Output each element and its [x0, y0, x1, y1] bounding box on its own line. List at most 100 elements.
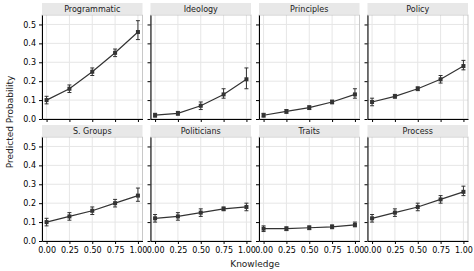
error-bar: [330, 100, 334, 104]
tick-mark: [332, 119, 333, 122]
error-bar: [416, 87, 420, 91]
plot-frame: [151, 137, 252, 241]
grid-line: [115, 15, 116, 119]
tick-label: 0.00: [147, 246, 165, 255]
grid: [151, 15, 252, 119]
error-bar-cap: [244, 88, 248, 89]
grid-line: [69, 137, 70, 241]
grid: [368, 15, 469, 119]
error-bar-cap: [244, 210, 248, 211]
tick: [256, 184, 259, 185]
tick-mark: [148, 119, 151, 120]
marker: [90, 209, 94, 213]
tick: [155, 119, 156, 122]
marks: [262, 89, 357, 117]
tick-label: 0.75: [215, 246, 233, 255]
plot-frame: [368, 15, 469, 119]
header-band: [259, 3, 360, 14]
tick: [69, 119, 70, 122]
plot-area: 0.000.250.500.751.000.00.10.20.30.40.5: [23, 137, 147, 255]
error-bar: [136, 188, 140, 201]
x-axis: 0.000.250.500.751.00: [364, 241, 473, 255]
marks: [45, 21, 140, 104]
tick: [148, 184, 151, 185]
tick-label: 0.50: [409, 246, 427, 255]
panel: Programmatic0.00.10.20.30.40.5: [23, 3, 143, 124]
panel-title: Ideology: [184, 5, 218, 14]
tick: 0.5: [23, 143, 42, 152]
plot-frame: [368, 137, 469, 241]
grid-line: [394, 15, 395, 119]
grid-line: [137, 137, 138, 241]
tick-mark: [148, 165, 151, 166]
tick: [365, 81, 368, 82]
marker: [330, 100, 334, 104]
tick: 0.00: [364, 241, 382, 255]
panel: Policy: [365, 3, 469, 122]
grid-line: [155, 15, 156, 119]
panel: Ideology: [148, 3, 252, 122]
error-bar-cap: [67, 220, 71, 221]
tick-label: 0.25: [61, 246, 79, 255]
plot-area: [256, 15, 360, 122]
tick-label: 0.25: [278, 246, 296, 255]
tick-mark: [256, 184, 259, 185]
error-bar-cap: [393, 216, 397, 217]
grid-line: [286, 15, 287, 119]
tick: [256, 241, 259, 242]
error-bar: [222, 89, 226, 98]
error-bar-cap: [67, 92, 71, 93]
x-axis: 0.000.250.500.751.00: [38, 241, 147, 255]
tick-mark: [264, 119, 265, 122]
marker: [67, 214, 71, 218]
error-bar-cap: [461, 186, 465, 187]
tick-mark: [309, 241, 310, 244]
tick-mark: [69, 241, 70, 244]
error-bar-cap: [416, 203, 420, 204]
tick: 0.3: [23, 180, 42, 189]
marker: [370, 100, 374, 104]
tick-mark: [39, 119, 42, 120]
error-bar-cap: [222, 88, 226, 89]
tick-mark: [115, 119, 116, 122]
error-bar: [90, 207, 94, 215]
tick: [309, 119, 310, 122]
tick-label: 0.5: [23, 143, 36, 152]
line: [155, 79, 246, 115]
tick: [92, 119, 93, 122]
tick-mark: [256, 43, 259, 44]
tick-mark: [92, 241, 93, 244]
tick-mark: [256, 119, 259, 120]
error-bar: [330, 225, 334, 229]
error-bar: [307, 106, 311, 110]
header-band: [42, 3, 143, 14]
tick-mark: [39, 165, 42, 166]
tick: [332, 119, 333, 122]
panel: Politicians0.000.250.500.751.00: [147, 125, 256, 255]
error-bar-cap: [199, 101, 203, 102]
grid-line: [368, 203, 469, 204]
marks: [370, 186, 465, 222]
error-bar: [113, 199, 117, 207]
tick: [355, 119, 356, 122]
y-axis: [256, 138, 260, 242]
grid-line: [286, 137, 287, 241]
line: [372, 192, 463, 218]
tick-mark: [246, 241, 247, 244]
header-band: [151, 3, 252, 14]
tick: 0.00: [255, 241, 273, 255]
grid-line: [200, 137, 201, 241]
tick-mark: [256, 100, 259, 101]
marker: [199, 211, 203, 215]
tick-mark: [39, 24, 42, 25]
tick: [365, 43, 368, 44]
tick-mark: [418, 119, 419, 122]
tick: [372, 119, 373, 122]
marker: [176, 214, 180, 218]
tick-mark: [178, 241, 179, 244]
panel-title: Programmatic: [64, 5, 120, 14]
tick: 1.00: [455, 241, 473, 255]
header-band: [368, 125, 469, 136]
panel: S. Groups0.000.250.500.751.000.00.10.20.…: [23, 125, 147, 255]
tick: [148, 165, 151, 166]
